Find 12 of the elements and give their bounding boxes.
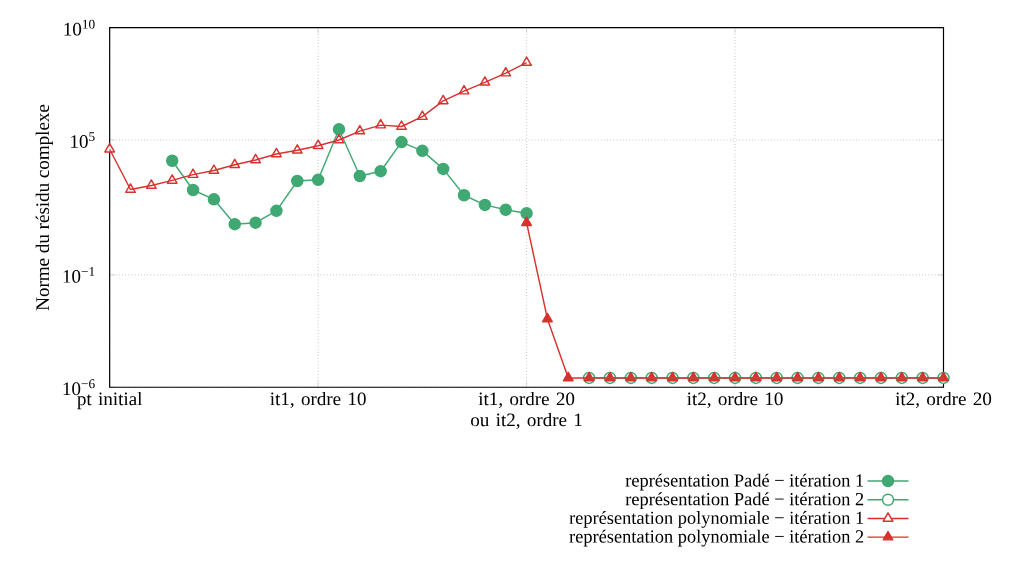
x-tick-label: it1, ordre 20 ou it2, ordre 1 <box>471 391 582 429</box>
y-axis-title: Norme du résidu complexe <box>35 104 53 311</box>
legend-label: représentation polynomiale − itération 1 <box>569 510 864 528</box>
y-tick-label: 10$^{−1}$ <box>63 266 95 283</box>
x-tick-label: it1, ordre 10 <box>270 391 366 408</box>
x-tick-label: it2, ordre 10 <box>687 391 783 408</box>
y-tick-label: 10$^{10}$ <box>64 19 95 36</box>
legend-label: représentation Padé − itération 1 <box>625 473 864 491</box>
legend-label: représentation Padé − itération 2 <box>625 492 864 509</box>
y-tick-label: 10$^{5}$ <box>71 132 95 148</box>
legend-label: représentation polynomiale − itération 2 <box>569 529 864 547</box>
x-tick-label: it2, ordre 20 <box>895 391 992 408</box>
